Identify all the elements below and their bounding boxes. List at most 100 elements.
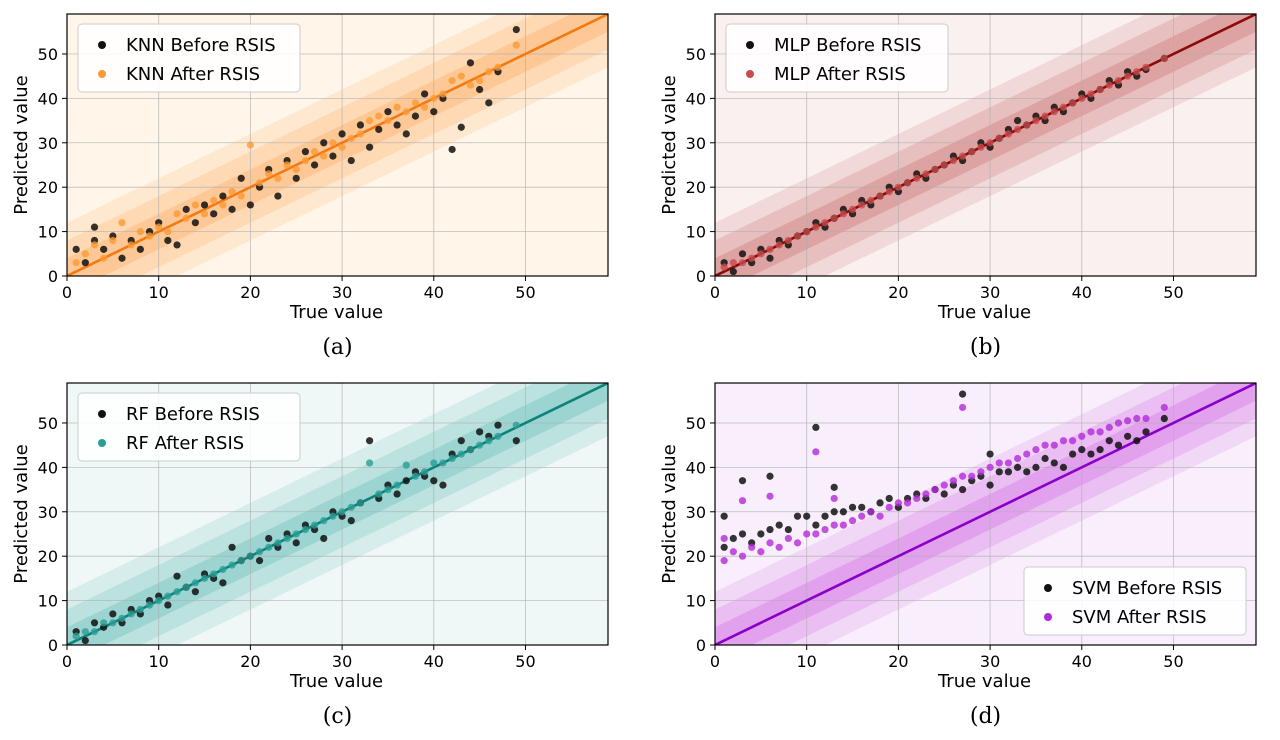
data-point	[219, 201, 227, 209]
data-point	[931, 165, 939, 174]
data-point	[913, 494, 921, 503]
data-point	[292, 530, 300, 538]
data-point	[255, 557, 264, 565]
y-tick-label: 0	[48, 636, 58, 655]
data-point	[421, 103, 429, 111]
data-point	[476, 85, 484, 94]
x-tick-label: 50	[1163, 652, 1183, 671]
data-point	[512, 437, 520, 445]
data-point	[237, 174, 245, 182]
data-point	[1078, 432, 1086, 440]
data-point	[356, 121, 365, 129]
data-point	[127, 610, 135, 618]
legend: MLP Before RSIS MLP After RSIS	[725, 23, 949, 93]
data-point	[1105, 437, 1113, 445]
data-point	[411, 99, 420, 107]
data-point	[90, 628, 99, 636]
data-point	[729, 534, 737, 543]
data-point	[1114, 77, 1123, 85]
data-point	[793, 232, 802, 240]
data-point	[301, 148, 310, 156]
legend-marker	[98, 70, 106, 78]
data-point	[1032, 116, 1040, 125]
data-point	[885, 188, 893, 196]
x-tick-label: 30	[980, 283, 1000, 302]
data-point	[72, 632, 80, 640]
data-point	[200, 201, 209, 209]
legend-marker	[1044, 613, 1052, 621]
data-point	[1078, 94, 1086, 102]
data-point	[821, 219, 829, 227]
data-point	[830, 483, 838, 491]
panel-caption: (c)	[323, 704, 353, 729]
data-point	[421, 90, 429, 98]
data-point	[393, 121, 401, 129]
data-point	[164, 601, 172, 609]
legend: SVM Before RSIS SVM After RSIS	[1023, 566, 1247, 636]
data-point	[812, 423, 820, 432]
data-point	[766, 525, 774, 534]
data-point	[1096, 446, 1104, 454]
data-point	[793, 539, 802, 547]
data-point	[1105, 81, 1113, 89]
data-point	[1059, 437, 1068, 445]
data-point	[848, 517, 857, 525]
data-point	[512, 421, 520, 429]
data-point	[1142, 428, 1150, 436]
legend-label: MLP After RSIS	[774, 64, 906, 85]
data-point	[81, 250, 89, 258]
data-point	[365, 116, 374, 125]
x-axis-label: True value	[937, 671, 1031, 692]
legend-box	[77, 392, 301, 462]
data-point	[1114, 419, 1123, 427]
data-point	[729, 259, 737, 267]
plot-area	[67, 383, 608, 645]
data-point	[784, 525, 792, 534]
legend-label: SVM After RSIS	[1072, 607, 1207, 628]
data-point	[977, 143, 985, 151]
data-point	[940, 161, 948, 169]
data-point	[384, 108, 392, 116]
x-axis-label: True value	[289, 302, 383, 323]
data-point	[228, 205, 236, 213]
data-point	[265, 170, 273, 178]
series-1	[72, 41, 520, 267]
data-point	[1142, 63, 1150, 71]
data-point	[274, 192, 282, 200]
data-point	[1004, 468, 1013, 476]
data-point	[1013, 116, 1022, 125]
data-point	[720, 263, 728, 271]
data-point	[766, 472, 774, 480]
data-point	[338, 130, 346, 138]
x-tick-label: 40	[424, 283, 444, 302]
data-point	[738, 530, 747, 538]
data-point	[430, 94, 438, 102]
data-point	[485, 99, 493, 107]
x-tick-label: 50	[515, 652, 535, 671]
data-point	[738, 477, 747, 485]
data-point	[430, 108, 438, 116]
data-point	[265, 534, 273, 543]
legend-box	[725, 23, 949, 93]
data-point	[466, 59, 475, 67]
y-axis-label: Predicted value	[659, 75, 680, 214]
data-point	[118, 254, 126, 262]
data-point	[237, 192, 245, 200]
y-tick-label: 50	[686, 414, 706, 433]
y-tick-label: 30	[38, 134, 58, 153]
legend: KNN Before RSIS KNN After RSIS	[77, 23, 301, 93]
data-point	[1013, 454, 1022, 463]
panel-caption: (b)	[970, 335, 1001, 360]
data-point	[210, 210, 218, 218]
data-point	[995, 134, 1003, 142]
data-point	[1023, 450, 1031, 458]
data-point	[283, 161, 291, 169]
data-point	[940, 490, 948, 498]
data-point	[494, 432, 502, 440]
data-point	[246, 552, 254, 560]
data-point	[494, 421, 502, 429]
data-point	[867, 196, 875, 205]
data-point	[421, 468, 429, 476]
data-point	[1004, 459, 1013, 467]
data-point	[219, 192, 227, 200]
